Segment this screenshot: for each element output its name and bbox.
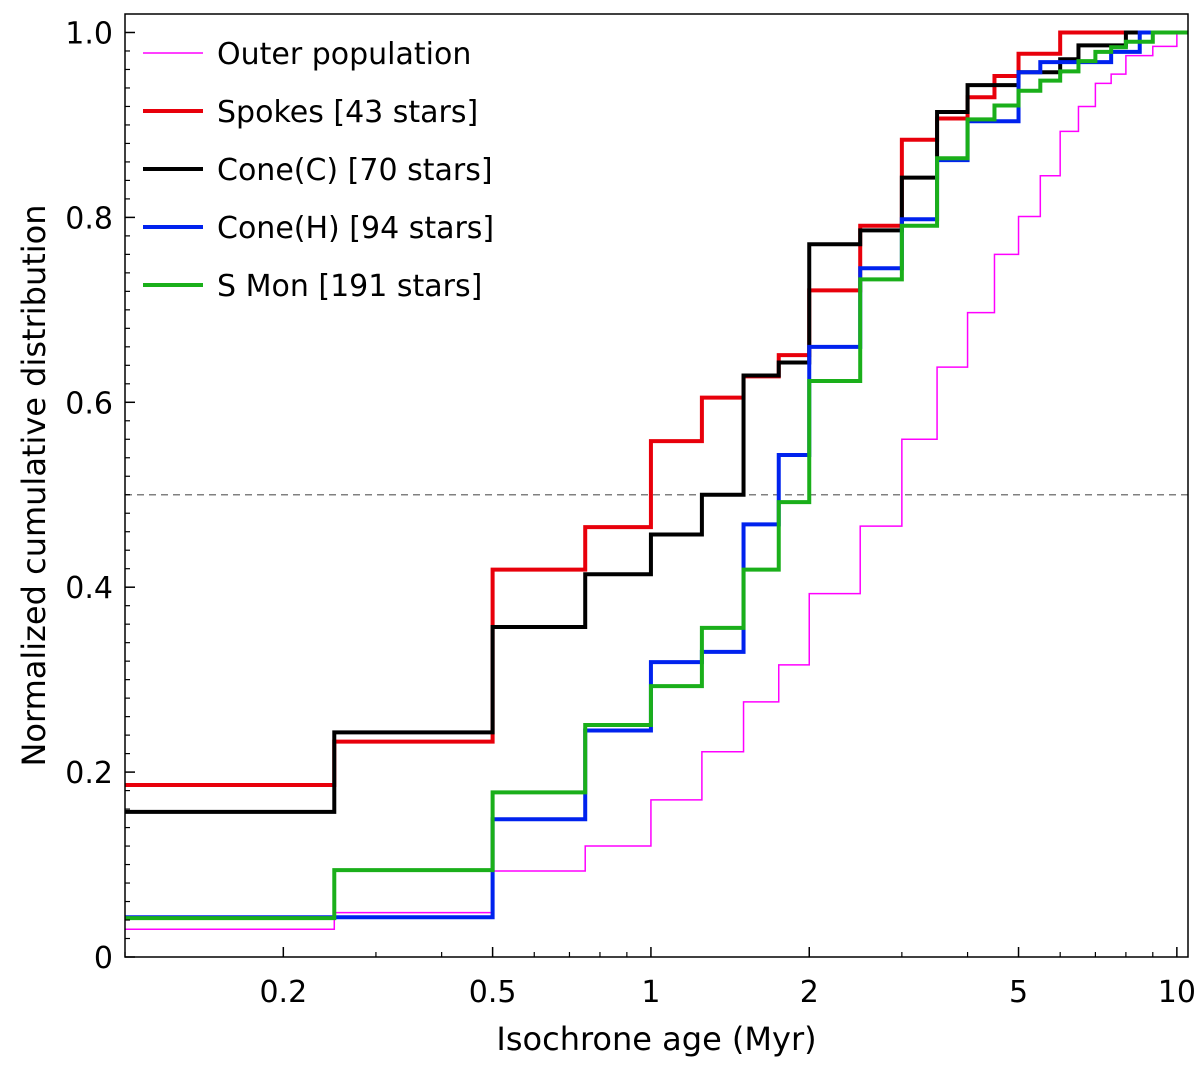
legend-label-2: Spokes [43 stars]	[217, 95, 478, 130]
x-tick-label: 1	[641, 975, 660, 1010]
legend-label-5: S Mon [191 stars]	[217, 269, 482, 304]
y-tick-label: 1.0	[65, 16, 113, 51]
series-group	[125, 30, 1188, 931]
x-tick-label: 10	[1158, 975, 1196, 1010]
axis-ticks: 0.2 0.5 1 2 5 10 0 0.2 0.4 0.6 0.8 1.0	[65, 16, 1196, 1010]
y-tick-label: 0.6	[65, 386, 113, 421]
series-line-2	[125, 30, 1188, 788]
y-tick-label: 0.2	[65, 756, 113, 791]
series-line-5	[125, 30, 1188, 921]
x-tick-label: 0.5	[469, 975, 517, 1010]
legend-label-3: Cone(C) [70 stars]	[217, 153, 493, 188]
series-line-3	[125, 30, 1188, 814]
x-axis-label: Isochrone age (Myr)	[496, 1020, 816, 1058]
y-tick-label: 0.8	[65, 201, 113, 236]
legend-label-4: Cone(H) [94 stars]	[217, 211, 494, 246]
y-axis-label: Normalized cumulative distribution	[15, 204, 53, 766]
series-line-4	[125, 30, 1188, 920]
x-tick-label: 2	[800, 975, 819, 1010]
x-tick-label: 5	[1009, 975, 1028, 1010]
legend-label-1: Outer population	[217, 37, 471, 72]
y-tick-label: 0	[94, 941, 113, 976]
x-tick-label: 0.2	[259, 975, 307, 1010]
plot-frame	[124, 13, 1189, 958]
y-tick-label: 0.4	[65, 571, 113, 606]
legend: Outer population Spokes [43 stars] Cone(C)…	[143, 37, 494, 304]
series-line-1	[125, 31, 1188, 931]
